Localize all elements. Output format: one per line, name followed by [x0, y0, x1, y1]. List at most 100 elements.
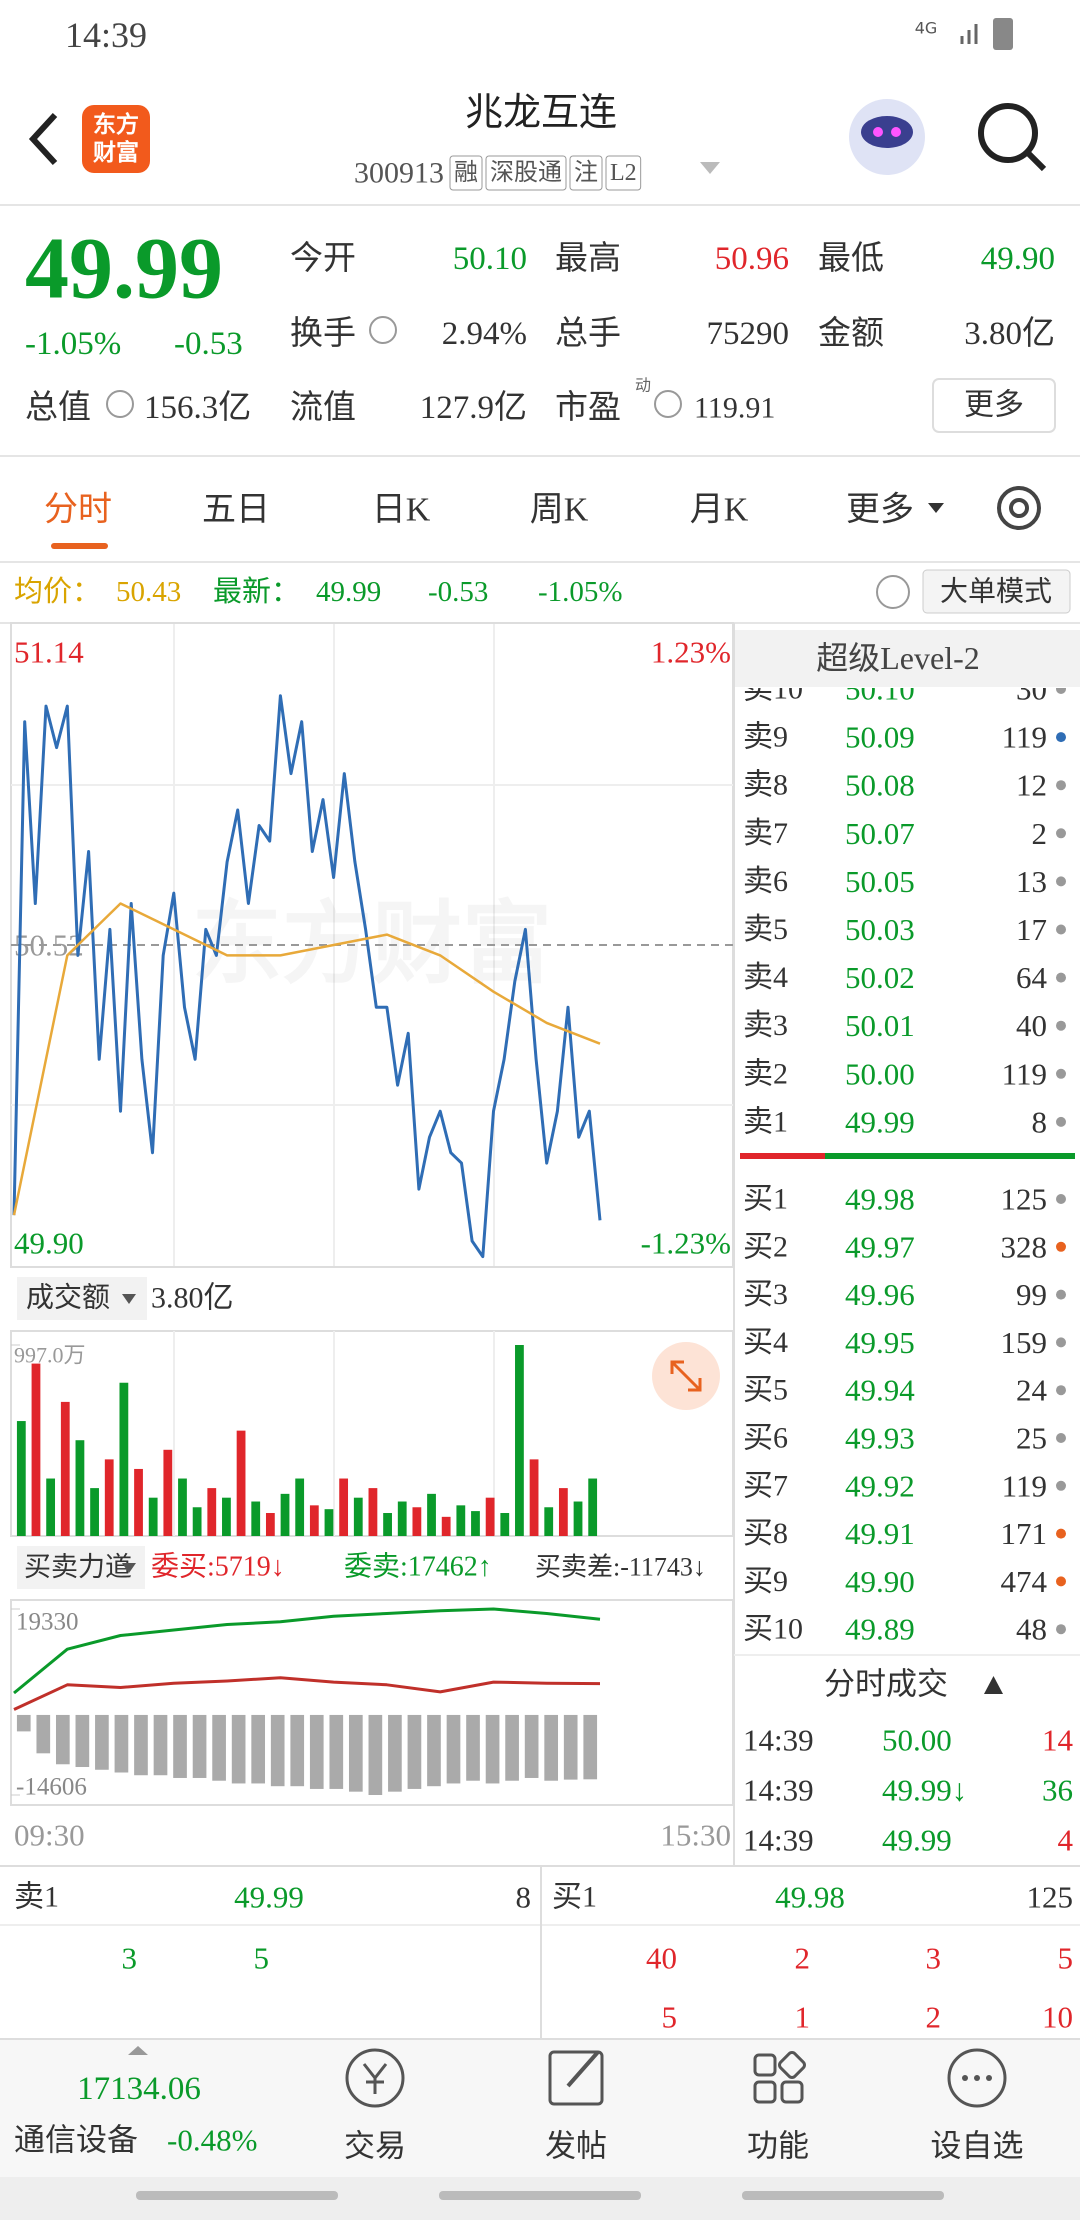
mode-button-label[interactable]: 大单模式	[940, 576, 1052, 608]
queue-volume: 5	[254, 1941, 270, 1976]
force-diff: 买卖差:-11743↓	[535, 1553, 706, 1582]
diff-bar	[212, 1714, 226, 1781]
function-icon[interactable]	[753, 2051, 806, 2104]
queue-volume: 3	[122, 1941, 138, 1976]
book-volume: 171	[1001, 1516, 1048, 1551]
volume-bar	[134, 1468, 143, 1536]
book-dot	[1056, 780, 1066, 791]
diff-bar	[55, 1714, 70, 1765]
stat-label: 总值	[25, 389, 91, 426]
diff-bar	[114, 1714, 129, 1773]
volume-bar	[31, 1363, 41, 1536]
tab[interactable]: 五日	[202, 492, 270, 529]
tab[interactable]: 更多	[846, 491, 914, 529]
trade-volume: 36	[1042, 1773, 1073, 1808]
y-tick-label: 50.52	[14, 928, 84, 963]
stock-code: 300913	[354, 157, 444, 190]
book-label: 买5	[743, 1374, 788, 1407]
volume-bar	[16, 1421, 26, 1536]
stat-label: 最高	[555, 240, 621, 277]
indicator-selector[interactable]: 买卖力道	[24, 1552, 132, 1582]
series-line	[13, 1607, 601, 1695]
settings-button[interactable]	[997, 486, 1041, 530]
more-button[interactable]	[932, 378, 1056, 433]
nav-item[interactable]: 发帖	[545, 2129, 607, 2164]
book-dot	[1056, 1068, 1066, 1079]
y-tick-label: 997.0万	[14, 1343, 86, 1368]
book-price: 50.05	[845, 864, 915, 899]
nav-item[interactable]: 交易	[344, 2129, 406, 2164]
index-name: 通信设备	[14, 2123, 138, 2158]
tab[interactable]: 周K	[530, 492, 589, 529]
avg-label: 均价：	[14, 575, 101, 608]
queue-volume: 2	[926, 2000, 942, 2035]
diff-bar	[368, 1714, 383, 1795]
tab[interactable]: 月K	[690, 492, 749, 529]
back-button[interactable]	[28, 112, 58, 166]
volume-bar	[456, 1505, 466, 1536]
change: -0.53	[174, 326, 243, 362]
book-price: 50.00	[845, 1056, 915, 1091]
logo	[82, 105, 150, 173]
book-label: 买6	[743, 1422, 788, 1455]
book-label: 买7	[743, 1469, 788, 1502]
book-volume: 2	[1032, 816, 1048, 851]
book-dot	[1056, 1385, 1066, 1396]
volume-bar	[441, 1516, 451, 1536]
watchlist-icon[interactable]	[947, 2048, 1007, 2108]
book-dot	[1056, 1194, 1066, 1204]
book-volume: 40	[1016, 1008, 1047, 1043]
diff-bar	[153, 1714, 168, 1776]
diff-bar	[95, 1714, 109, 1770]
book-volume: 30	[1016, 672, 1047, 707]
trade-volume: 14	[1042, 1723, 1074, 1758]
stat-value: 50.96	[715, 241, 789, 277]
volume-bar	[236, 1430, 246, 1536]
book-dot	[1056, 1624, 1066, 1635]
diff-bar	[583, 1714, 598, 1780]
nav-item[interactable]: 功能	[747, 2129, 809, 2164]
indicator-selector[interactable]: 成交额	[26, 1282, 110, 1314]
logo-text: 财富	[93, 139, 139, 166]
trade-icon[interactable]	[345, 2048, 405, 2108]
stat-value: 127.9亿	[420, 390, 527, 426]
diff-bar	[309, 1714, 324, 1789]
y-tick-label: -14606	[16, 1774, 87, 1801]
pct-label: -1.23%	[641, 1226, 731, 1261]
book-label: 卖2	[743, 1057, 788, 1090]
mode-button[interactable]	[922, 569, 1071, 614]
trade-time: 14:39	[743, 1823, 814, 1858]
queue-volume: 2	[795, 1941, 811, 1976]
time-label: 15:30	[660, 1818, 731, 1853]
trade-price: 49.99	[882, 1823, 952, 1858]
book-price: 49.95	[845, 1325, 915, 1360]
stat-label: 最低	[818, 240, 884, 277]
book-dot	[1056, 1116, 1066, 1127]
volume-bar	[251, 1501, 261, 1536]
book-volume: 25	[1016, 1421, 1047, 1456]
more-button-label[interactable]: 更多	[964, 389, 1024, 422]
stock-tag: L2	[610, 160, 637, 186]
tab[interactable]: 分时	[44, 492, 112, 529]
book-label: 卖7	[743, 817, 788, 850]
book-volume: 159	[1001, 1325, 1048, 1360]
volume-bar	[104, 1459, 114, 1536]
ask-force: 委卖:17462↑	[344, 1551, 492, 1583]
turnover-total: 3.80亿	[151, 1282, 234, 1315]
queue-volume: 3	[926, 1941, 942, 1976]
stat-label: 金额	[818, 315, 884, 352]
post-icon[interactable]	[548, 2050, 604, 2106]
stat-label: 今开	[290, 240, 356, 277]
volume-bar	[192, 1507, 202, 1536]
volume-bar	[280, 1493, 290, 1536]
book-price: 50.08	[845, 768, 915, 803]
book-volume: 119	[1002, 720, 1047, 755]
volume-bar	[588, 1478, 598, 1536]
diff-bar	[251, 1714, 266, 1784]
diff-bar	[270, 1714, 285, 1787]
nav-item[interactable]: 设自选	[931, 2129, 1024, 2164]
stat-value: 156.3亿	[144, 390, 251, 426]
search-button[interactable]	[978, 103, 1038, 163]
tab[interactable]: 日K	[372, 492, 431, 529]
